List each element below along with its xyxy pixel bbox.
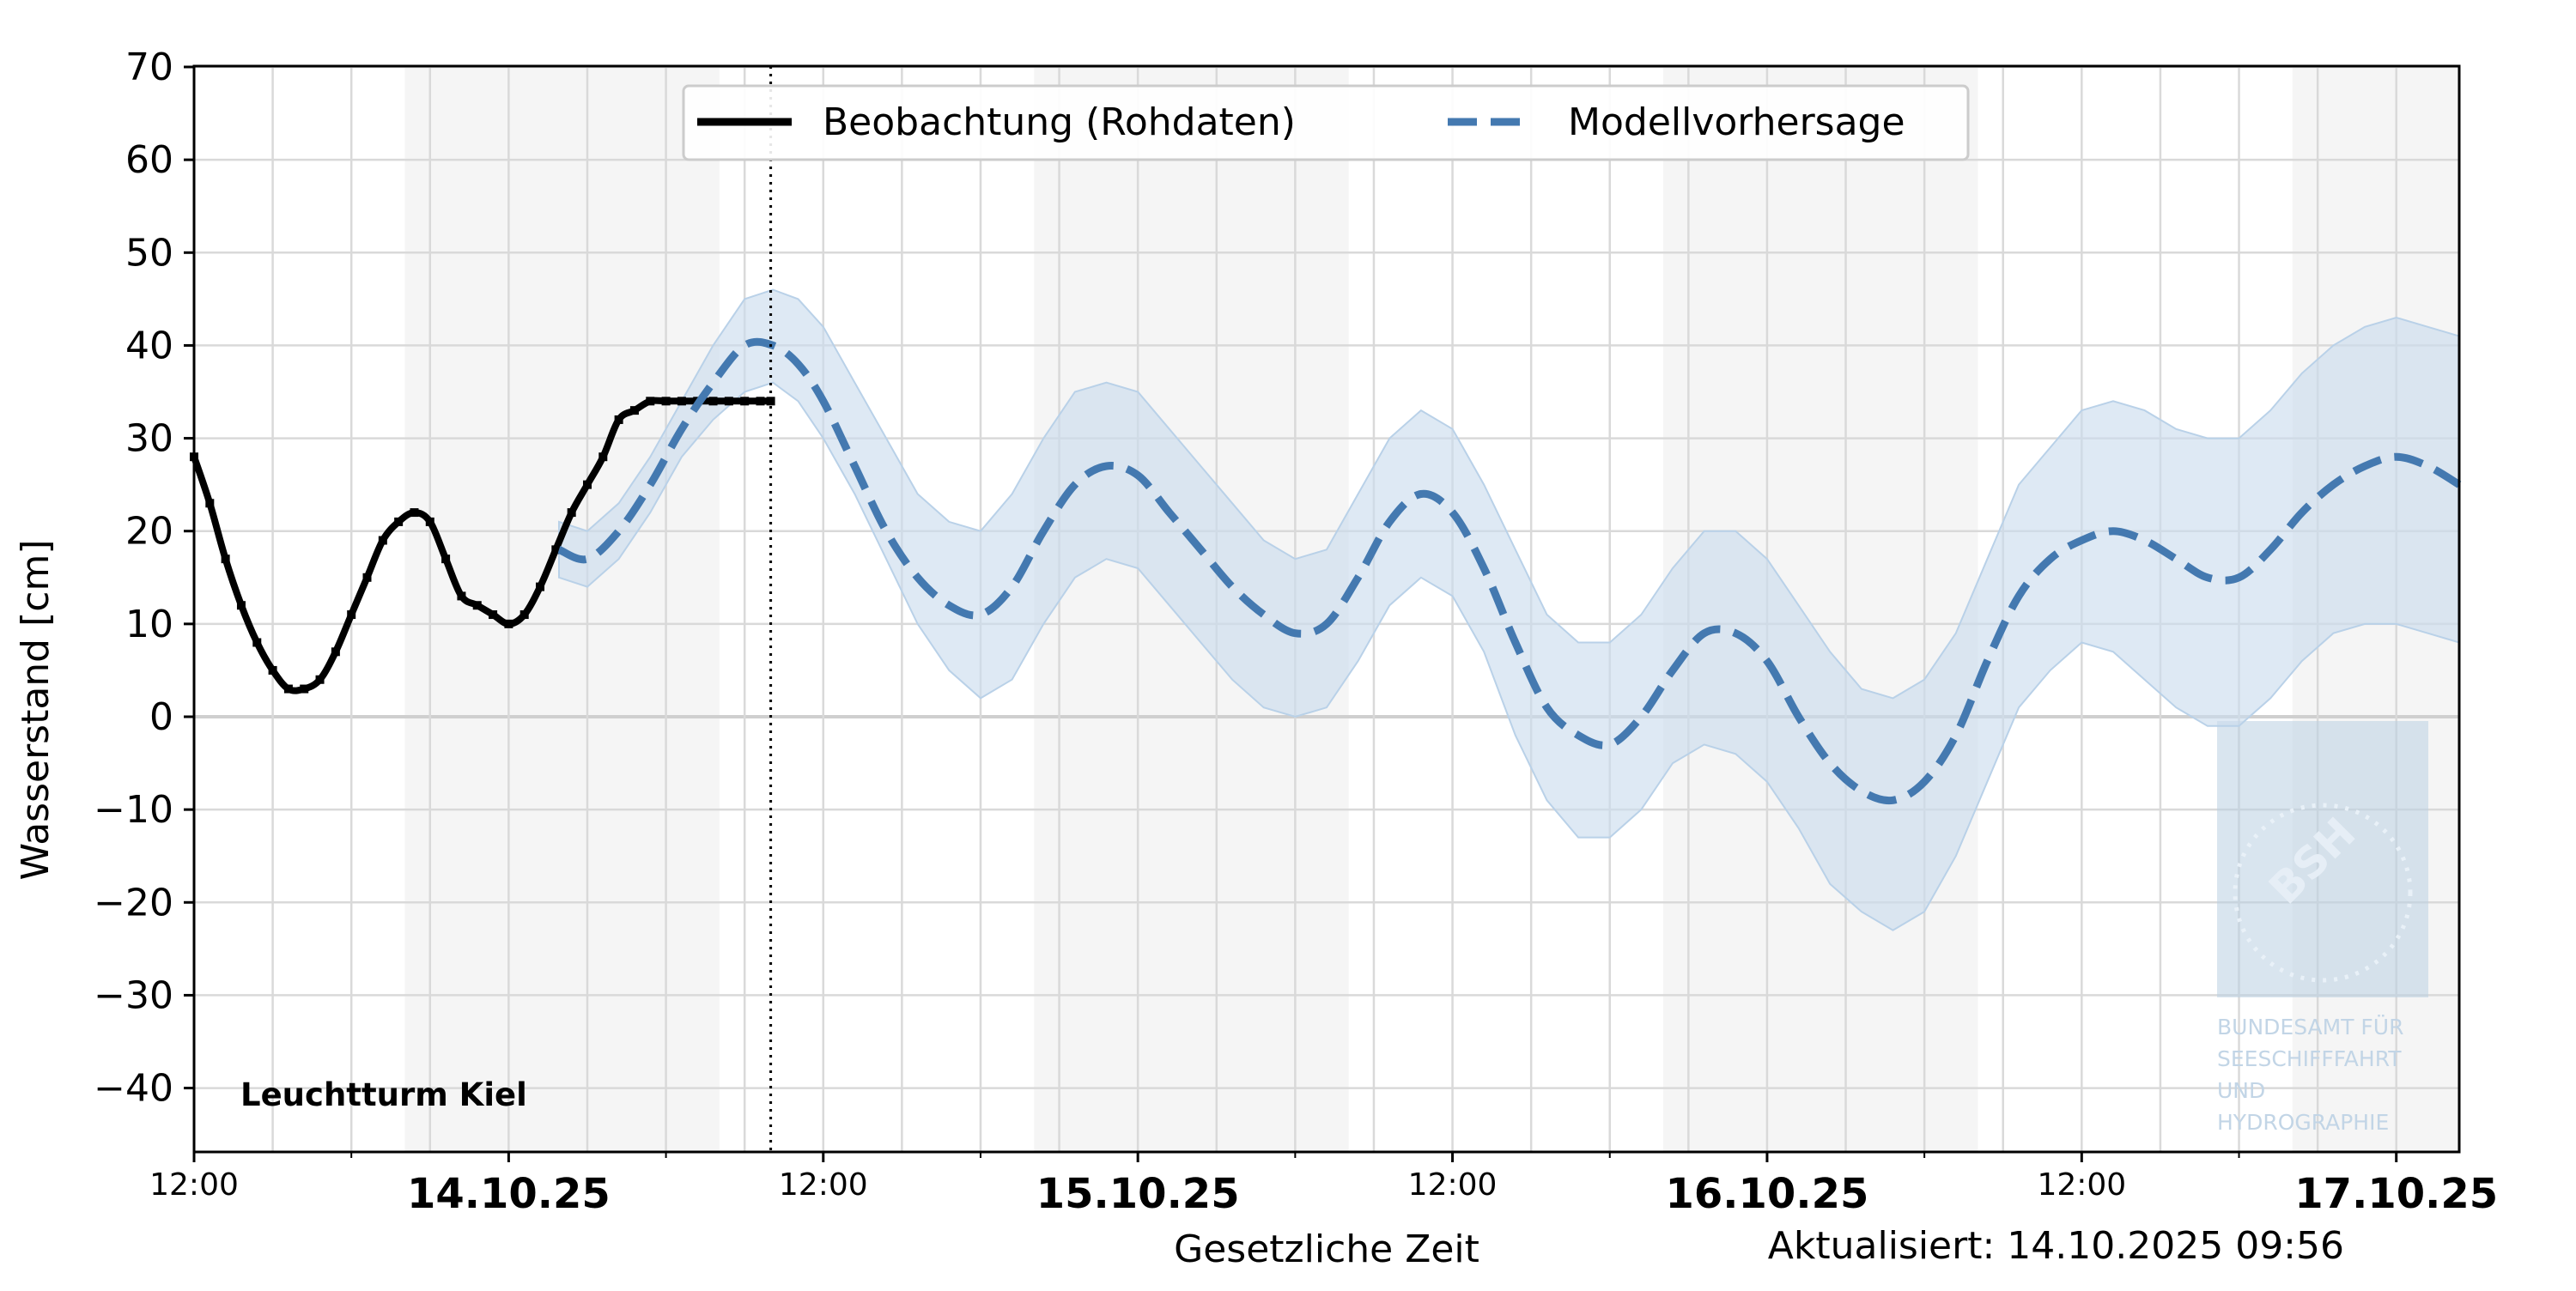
- observation-point: [331, 647, 340, 657]
- observation-point: [677, 397, 686, 406]
- observation-point: [582, 480, 592, 489]
- y-tick-label: 40: [125, 324, 173, 367]
- observation-point: [347, 610, 356, 620]
- x-tick-label: 15.10.25: [1036, 1170, 1240, 1218]
- station-label: Leuchtturm Kiel: [240, 1076, 527, 1113]
- observation-point: [472, 601, 482, 610]
- x-tick-label: 12:00: [149, 1167, 239, 1203]
- observation-point: [708, 397, 718, 406]
- observation-point: [756, 397, 765, 406]
- y-tick-label: −30: [94, 973, 173, 1017]
- axes: 70 60 50 40 30 20 10 0 −10 −20 −30 −40 12:00 14.10.25…: [94, 45, 2498, 1218]
- observation-point: [252, 638, 262, 647]
- y-tick-label: 0: [149, 695, 173, 739]
- observation-point: [362, 573, 372, 582]
- y-tick-label: 20: [125, 510, 173, 554]
- observation-point: [629, 406, 639, 415]
- x-tick-label: 16.10.25: [1666, 1170, 1869, 1218]
- observation-point: [598, 452, 608, 462]
- bsh-logo-box: [2217, 721, 2428, 997]
- observation-point: [551, 545, 561, 555]
- observation-point: [221, 555, 230, 564]
- observation-point: [567, 508, 576, 518]
- watermark-line-2: SEESCHIFFFAHRT: [2217, 1046, 2402, 1071]
- forecast-uncertainty-band: [558, 288, 2460, 931]
- night-band-0: [404, 66, 720, 1152]
- forecast-line: [557, 337, 2462, 805]
- plot-frame: [192, 64, 2461, 1154]
- observation-point: [394, 517, 404, 526]
- watermark-line-4: HYDROGRAPHIE: [2217, 1110, 2389, 1135]
- observation-point: [441, 555, 451, 564]
- forecast-band: [558, 288, 2460, 931]
- y-tick-label: −10: [94, 788, 173, 832]
- x-tick-label: 14.10.25: [407, 1170, 611, 1218]
- observation-point: [300, 684, 309, 694]
- observation-point: [504, 619, 513, 628]
- observation-point: [724, 397, 733, 406]
- watermark-line-3: UND: [2217, 1078, 2265, 1103]
- observation-point: [646, 397, 655, 406]
- observation-point: [489, 610, 498, 620]
- y-tick-label: −20: [94, 881, 173, 924]
- bsh-logo-circle: [2233, 803, 2413, 983]
- legend-label-forecast: Modellvorhersage: [1568, 100, 1905, 144]
- y-tick-label: 50: [125, 231, 173, 275]
- series-lines: [190, 337, 2462, 805]
- legend-box: [682, 84, 1970, 161]
- observation-point: [378, 536, 387, 545]
- observation-point: [519, 610, 529, 620]
- y-axis-label: Wasserstand [cm]: [14, 540, 58, 881]
- observation-point: [614, 415, 623, 424]
- watermark-line-1: BUNDESAMT FÜR: [2217, 1015, 2403, 1039]
- observation-point: [236, 601, 246, 610]
- observation-point: [766, 397, 775, 406]
- x-tick-label: 12:00: [2037, 1167, 2126, 1203]
- y-tick-label: 60: [125, 138, 173, 182]
- updated-label: Aktualisiert: 14.10.2025 09:56: [1768, 1224, 2344, 1268]
- x-tick-label: 17.10.25: [2294, 1170, 2498, 1218]
- y-tick-label: 70: [125, 45, 173, 89]
- observation-point: [268, 665, 277, 675]
- observation-point: [536, 582, 545, 591]
- observation-point: [425, 517, 434, 526]
- observation-point: [661, 397, 671, 406]
- observation-point: [315, 675, 325, 684]
- y-tick-label: −40: [94, 1067, 173, 1111]
- legend-label-observation: Beobachtung (Rohdaten): [823, 100, 1296, 144]
- x-tick-label: 12:00: [1408, 1167, 1498, 1203]
- legend: Beobachtung (Rohdaten) Modellvorhersage: [682, 84, 1970, 161]
- bsh-watermark: BSH BUNDESAMT FÜR SEESCHIFFFAHRT UND HYD…: [2217, 721, 2428, 1135]
- observation-point: [410, 508, 419, 518]
- x-tick-label: 12:00: [779, 1167, 868, 1203]
- x-axis-label: Gesetzliche Zeit: [1174, 1227, 1479, 1271]
- observation-point: [283, 684, 293, 694]
- observation-point: [740, 397, 750, 406]
- observation-point: [205, 499, 215, 508]
- observation-point: [457, 591, 466, 601]
- y-tick-label: 30: [125, 417, 173, 461]
- y-tick-label: 10: [125, 603, 173, 646]
